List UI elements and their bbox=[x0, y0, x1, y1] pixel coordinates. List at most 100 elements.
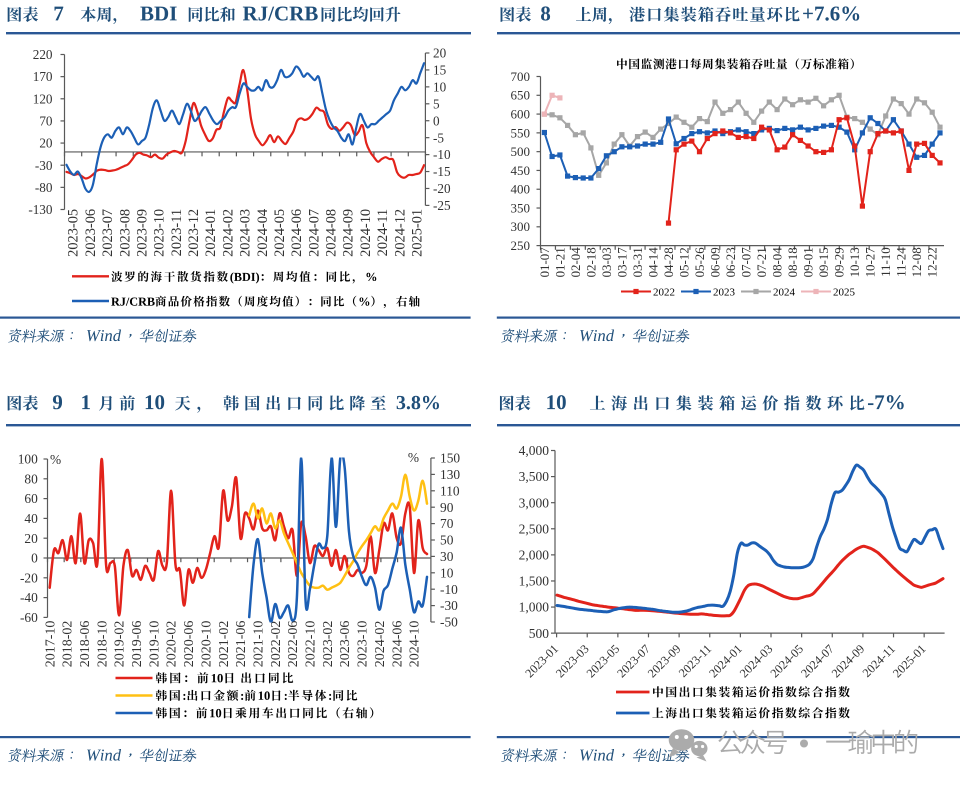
svg-text:2023-10: 2023-10 bbox=[356, 621, 371, 668]
svg-text:2022-02: 2022-02 bbox=[269, 621, 284, 668]
svg-text:2021-06: 2021-06 bbox=[234, 621, 249, 668]
svg-text:2022-06: 2022-06 bbox=[286, 621, 301, 668]
svg-text:2023-06: 2023-06 bbox=[338, 621, 353, 668]
svg-text:2019-02: 2019-02 bbox=[113, 621, 128, 668]
svg-text:110: 110 bbox=[440, 483, 460, 498]
svg-text:2020-10: 2020-10 bbox=[199, 621, 214, 668]
svg-text:1,000: 1,000 bbox=[519, 600, 550, 615]
svg-text:2018-06: 2018-06 bbox=[78, 621, 93, 668]
svg-text:20: 20 bbox=[433, 46, 447, 61]
svg-text:10-13: 10-13 bbox=[848, 247, 862, 277]
svg-text:2,500: 2,500 bbox=[519, 521, 550, 536]
svg-text:2024: 2024 bbox=[773, 287, 796, 299]
svg-text:2023-10: 2023-10 bbox=[152, 209, 168, 257]
svg-text:1,500: 1,500 bbox=[519, 574, 550, 589]
svg-text:4,000: 4,000 bbox=[519, 443, 550, 458]
svg-text:2017-10: 2017-10 bbox=[43, 621, 58, 668]
svg-text:500: 500 bbox=[511, 144, 531, 159]
svg-text:2024-03: 2024-03 bbox=[238, 209, 254, 257]
svg-text:0: 0 bbox=[31, 551, 38, 566]
svg-text:0: 0 bbox=[433, 113, 440, 128]
svg-text:2019-10: 2019-10 bbox=[147, 621, 162, 668]
svg-text:2024-11: 2024-11 bbox=[375, 209, 391, 256]
svg-text:02-04: 02-04 bbox=[569, 247, 583, 278]
svg-text:2025-01: 2025-01 bbox=[409, 209, 425, 257]
svg-text:3,500: 3,500 bbox=[519, 469, 550, 484]
svg-text:2018-02: 2018-02 bbox=[61, 621, 76, 668]
svg-text:550: 550 bbox=[511, 125, 531, 140]
svg-text:20: 20 bbox=[24, 531, 38, 546]
svg-text:2024-12: 2024-12 bbox=[392, 209, 408, 257]
svg-text:20: 20 bbox=[39, 136, 53, 151]
svg-text:600: 600 bbox=[511, 106, 531, 121]
svg-text:11-24: 11-24 bbox=[895, 247, 909, 277]
svg-text:220: 220 bbox=[33, 47, 53, 62]
svg-text:2021-02: 2021-02 bbox=[217, 621, 232, 668]
svg-text:60: 60 bbox=[24, 491, 38, 506]
svg-text:2019-06: 2019-06 bbox=[130, 621, 145, 668]
svg-text:500: 500 bbox=[529, 626, 550, 641]
svg-text:15: 15 bbox=[433, 63, 447, 78]
svg-text:2024-10: 2024-10 bbox=[408, 621, 423, 668]
svg-text:01-07: 01-07 bbox=[538, 247, 552, 278]
svg-text:2023-12: 2023-12 bbox=[186, 209, 202, 257]
svg-text:130: 130 bbox=[440, 467, 460, 482]
svg-text:-130: -130 bbox=[28, 202, 53, 217]
svg-text:2024-02: 2024-02 bbox=[373, 621, 388, 668]
svg-text:07-07: 07-07 bbox=[739, 247, 753, 278]
svg-text:5: 5 bbox=[433, 96, 440, 111]
svg-text:09-01: 09-01 bbox=[802, 247, 816, 277]
svg-text:-40: -40 bbox=[20, 590, 38, 605]
svg-text:-30: -30 bbox=[35, 158, 53, 173]
svg-text:10: 10 bbox=[433, 79, 447, 94]
svg-text:2024-09: 2024-09 bbox=[341, 209, 357, 257]
svg-text:06-23: 06-23 bbox=[724, 247, 738, 277]
svg-text:2024-06: 2024-06 bbox=[390, 621, 405, 668]
svg-text:01-21: 01-21 bbox=[553, 247, 567, 277]
svg-text:100: 100 bbox=[18, 452, 38, 467]
svg-text:2024-06: 2024-06 bbox=[289, 209, 305, 257]
svg-text:2023-02: 2023-02 bbox=[321, 621, 336, 668]
svg-text:450: 450 bbox=[511, 163, 531, 178]
svg-text:30: 30 bbox=[440, 549, 454, 564]
svg-text:70: 70 bbox=[39, 114, 53, 129]
svg-text:2018-10: 2018-10 bbox=[95, 621, 110, 668]
svg-text:70: 70 bbox=[440, 516, 454, 531]
svg-text:2023-05: 2023-05 bbox=[66, 209, 82, 257]
svg-text:50: 50 bbox=[440, 533, 454, 548]
svg-text:40: 40 bbox=[24, 511, 38, 526]
svg-text:08-04: 08-04 bbox=[770, 247, 784, 278]
svg-text:08-18: 08-18 bbox=[786, 247, 800, 277]
svg-text:-5: -5 bbox=[433, 130, 444, 145]
svg-text:2,000: 2,000 bbox=[519, 547, 550, 562]
svg-text:10: 10 bbox=[440, 565, 454, 580]
svg-text:-50: -50 bbox=[440, 615, 458, 630]
svg-text:09-29: 09-29 bbox=[833, 247, 847, 277]
svg-text:2020-06: 2020-06 bbox=[182, 621, 197, 668]
svg-text:09-15: 09-15 bbox=[817, 247, 831, 277]
svg-text:400: 400 bbox=[511, 182, 531, 197]
svg-text:-10: -10 bbox=[433, 147, 451, 162]
svg-text:-20: -20 bbox=[433, 181, 451, 196]
svg-text:2025: 2025 bbox=[833, 287, 856, 299]
svg-text:-80: -80 bbox=[35, 180, 53, 195]
svg-text:-30: -30 bbox=[440, 598, 458, 613]
svg-text:10-27: 10-27 bbox=[864, 247, 878, 278]
svg-text:%: % bbox=[50, 452, 61, 467]
svg-text:2023-11: 2023-11 bbox=[169, 209, 185, 256]
svg-text:2022: 2022 bbox=[653, 287, 675, 299]
svg-text:350: 350 bbox=[511, 200, 531, 215]
svg-text:700: 700 bbox=[511, 69, 531, 84]
svg-text:-60: -60 bbox=[20, 610, 38, 625]
svg-text:2022-10: 2022-10 bbox=[304, 621, 319, 668]
svg-text:02-18: 02-18 bbox=[584, 247, 598, 277]
svg-text:12-08: 12-08 bbox=[910, 247, 924, 277]
svg-text:-25: -25 bbox=[433, 198, 451, 213]
svg-text:05-12: 05-12 bbox=[677, 247, 691, 277]
svg-text:05-26: 05-26 bbox=[693, 247, 707, 278]
svg-text:3,000: 3,000 bbox=[519, 495, 550, 510]
svg-text:80: 80 bbox=[24, 471, 38, 486]
svg-text:07-21: 07-21 bbox=[755, 247, 769, 277]
svg-text:2023-08: 2023-08 bbox=[117, 209, 133, 257]
svg-text:12-22: 12-22 bbox=[926, 247, 940, 277]
